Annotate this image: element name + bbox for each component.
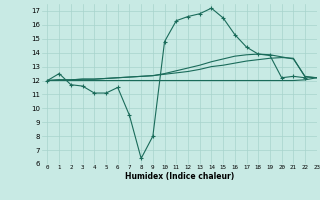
X-axis label: Humidex (Indice chaleur): Humidex (Indice chaleur) bbox=[124, 172, 234, 181]
